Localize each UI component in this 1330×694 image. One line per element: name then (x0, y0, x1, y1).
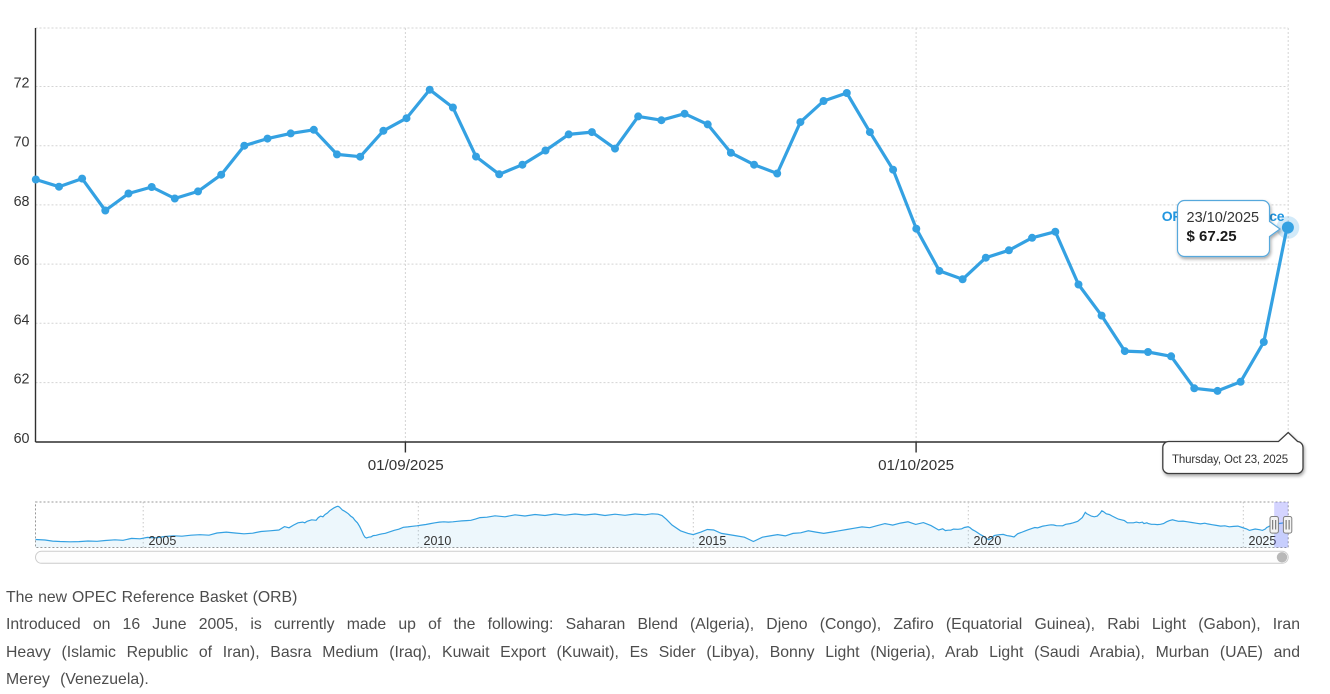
svg-text:2015: 2015 (699, 534, 727, 548)
svg-text:2020: 2020 (974, 534, 1002, 548)
svg-text:$ 67.25: $ 67.25 (1187, 228, 1237, 245)
svg-text:64: 64 (14, 312, 30, 328)
svg-text:72: 72 (14, 76, 30, 92)
svg-text:01/09/2025: 01/09/2025 (368, 457, 444, 474)
svg-text:60: 60 (14, 431, 30, 447)
svg-text:Thursday, Oct 23, 2025: Thursday, Oct 23, 2025 (1172, 454, 1288, 466)
svg-text:2005: 2005 (149, 534, 177, 548)
svg-text:62: 62 (14, 372, 30, 388)
svg-text:70: 70 (14, 135, 30, 151)
svg-text:68: 68 (14, 194, 30, 210)
svg-text:66: 66 (14, 253, 30, 269)
svg-text:01/10/2025: 01/10/2025 (878, 457, 954, 474)
svg-text:2010: 2010 (424, 534, 452, 548)
svg-text:2025: 2025 (1249, 534, 1277, 548)
svg-text:23/10/2025: 23/10/2025 (1187, 210, 1260, 226)
